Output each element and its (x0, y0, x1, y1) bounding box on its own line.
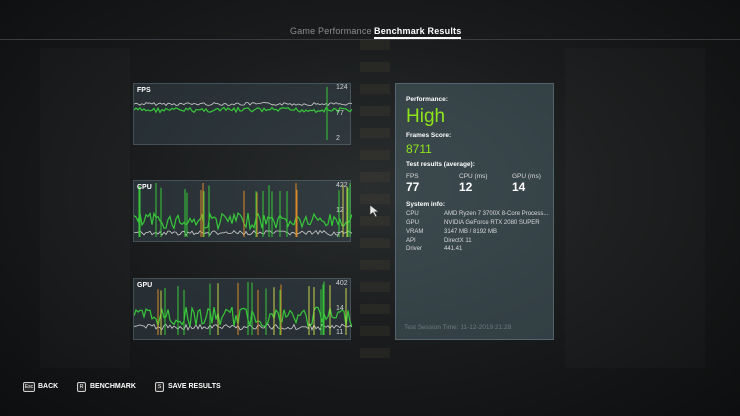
sysinfo-value: NVIDIA GeForce RTX 2080 SUPER (444, 220, 540, 226)
sysinfo-key: CPU (406, 211, 419, 217)
gpu-graph-plot (134, 281, 352, 335)
stat-gpu-value: 14 (512, 180, 526, 194)
sysinfo-value: DirectX 11 (444, 238, 472, 244)
cpu-tick-avg: 12 (336, 207, 344, 214)
test-results-label: Test results (average): (406, 161, 475, 168)
sysinfo-row-cpu: CPU AMD Ryzen 7 3700X 8-Core Process... (406, 211, 554, 219)
s-key-icon: S (155, 382, 164, 392)
sysinfo-key: API (406, 238, 416, 244)
cpu-graph-title: CPU (137, 184, 152, 191)
trace-green (134, 305, 352, 328)
tab-benchmark-results[interactable]: Benchmark Results (374, 26, 462, 39)
stat-cpu-value: 12 (459, 180, 473, 194)
system-info-label: System info: (406, 201, 446, 208)
sysinfo-row-api: API DirectX 11 (406, 238, 554, 246)
mouse-cursor-icon (369, 204, 380, 218)
stat-gpu-label: GPU (ms) (512, 173, 541, 180)
gpu-graph-title: GPU (137, 282, 153, 289)
trace-green (134, 106, 352, 114)
score-value: 8711 (406, 142, 432, 156)
fps-graph-plot (134, 86, 352, 140)
session-time: Test Session Time: 11-12-2019 21:28 (404, 324, 512, 331)
background-wall-panel-left (40, 48, 130, 368)
sysinfo-key: GPU (406, 220, 420, 226)
cpu-tick-min: 7 (336, 232, 340, 239)
sysinfo-row-driver: Driver 441.41 (406, 246, 554, 254)
fps-graph-title: FPS (137, 87, 151, 94)
trace-white (134, 102, 352, 107)
background-wall-panel-right (565, 48, 705, 368)
sysinfo-value: 3147 MB / 8192 MB (444, 229, 498, 235)
stat-fps-label: FPS (406, 173, 419, 180)
fps-graph: FPS (133, 83, 352, 145)
sysinfo-value: 441.41 (444, 246, 463, 252)
trace-green (134, 211, 352, 231)
trace-white (134, 323, 352, 331)
trace-white (134, 229, 352, 236)
gpu-graph: GPU (133, 278, 352, 340)
fps-tick-min: 2 (336, 135, 340, 142)
performance-value: High (406, 106, 446, 127)
tab-bar: Game Performance Benchmark Results (0, 0, 740, 40)
background-hieroglyph-column (360, 40, 390, 370)
sysinfo-key: Driver (406, 246, 422, 252)
r-key-icon: R (77, 382, 86, 392)
sysinfo-value: AMD Ryzen 7 3700X 8-Core Process... (444, 211, 549, 217)
sysinfo-row-vram: VRAM 3147 MB / 8192 MB (406, 229, 554, 237)
esc-key-icon: Esc (23, 382, 35, 392)
results-panel: Performance: High Frames Score: 8711 Tes… (395, 83, 554, 340)
stat-fps-value: 77 (406, 180, 420, 194)
cpu-graph: CPU (133, 180, 352, 242)
gpu-tick-min: 11 (336, 329, 344, 336)
sysinfo-key: VRAM (406, 229, 424, 235)
tab-game-performance[interactable]: Game Performance (290, 26, 372, 36)
gpu-tick-max: 402 (336, 280, 348, 287)
score-label: Frames Score: (406, 132, 452, 139)
stat-cpu-label: CPU (ms) (459, 173, 488, 180)
cpu-tick-max: 422 (336, 182, 348, 189)
cpu-graph-plot (134, 183, 352, 237)
sysinfo-row-gpu: GPU NVIDIA GeForce RTX 2080 SUPER (406, 220, 554, 228)
gpu-tick-avg: 14 (336, 305, 344, 312)
back-label: BACK (38, 383, 59, 390)
benchmark-label: BENCHMARK (90, 383, 136, 390)
performance-label: Performance: (406, 96, 448, 103)
save-results-label: SAVE RESULTS (168, 383, 221, 390)
fps-tick-avg: 77 (336, 110, 344, 117)
fps-tick-max: 124 (336, 84, 348, 91)
